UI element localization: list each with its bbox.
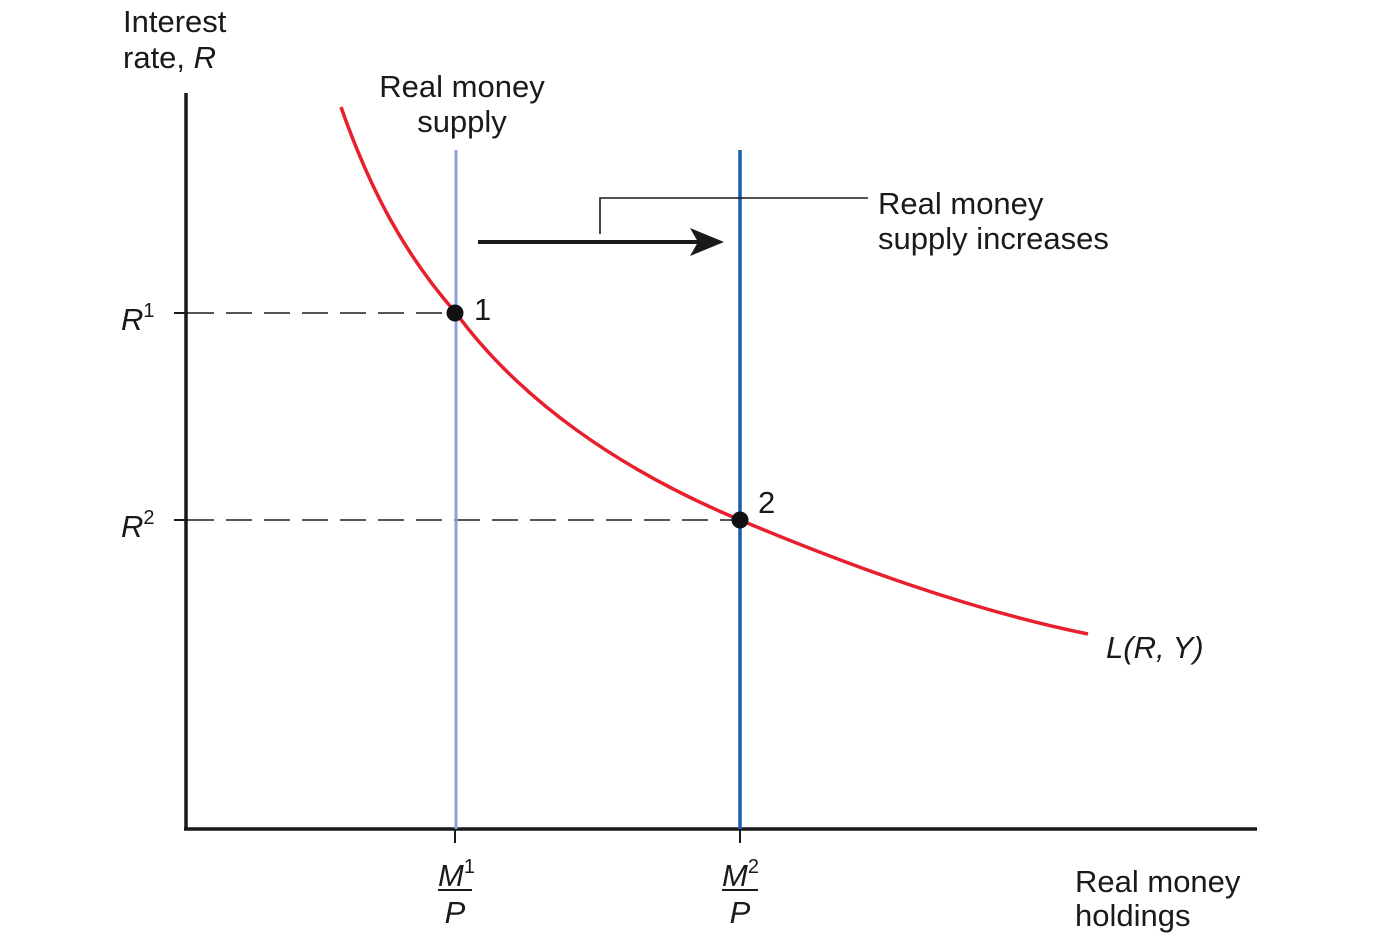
x-tick-label-m1-den: P bbox=[445, 895, 466, 930]
m1-sup: 1 bbox=[464, 856, 475, 878]
supply-label-line2: supply bbox=[417, 104, 507, 139]
point-label-1: 1 bbox=[474, 292, 491, 327]
m1-base: M bbox=[438, 858, 464, 893]
x-tick-label-m1-num: M1 bbox=[438, 856, 475, 893]
y-axis-label-line2: rate, R bbox=[123, 40, 216, 75]
m2-base: M bbox=[722, 858, 748, 893]
r2-base: R bbox=[121, 509, 143, 544]
point-label-2: 2 bbox=[758, 485, 775, 520]
r1-sup: 1 bbox=[143, 300, 154, 322]
equilibrium-point-1 bbox=[446, 304, 464, 322]
shift-arrow-head bbox=[690, 228, 724, 256]
supply-label-line1: Real money bbox=[379, 69, 545, 104]
x-tick-label-m2-den: P bbox=[730, 895, 751, 930]
shift-label-line2: supply increases bbox=[878, 221, 1109, 256]
money-demand-curve bbox=[339, 106, 1089, 636]
equilibrium-point-2 bbox=[731, 511, 749, 529]
y-axis-label-line1: Interest bbox=[123, 4, 227, 39]
demand-curve-label: L(R, Y) bbox=[1106, 630, 1204, 665]
m2-sup: 2 bbox=[748, 856, 759, 878]
y-tick-label-r2: R2 bbox=[121, 507, 155, 544]
shift-label-line1: Real money bbox=[878, 186, 1044, 221]
r2-sup: 2 bbox=[143, 507, 154, 529]
shift-callout-leader bbox=[599, 197, 868, 234]
y-axis-label-var: R bbox=[194, 40, 216, 75]
y-tick-label-r1: R1 bbox=[121, 300, 155, 337]
x-axis-label-line1: Real money bbox=[1075, 864, 1241, 899]
y-axis-label-prefix: rate, bbox=[123, 40, 194, 75]
r1-base: R bbox=[121, 302, 143, 337]
x-axis-label-line2: holdings bbox=[1075, 898, 1190, 933]
x-tick-label-m2-num: M2 bbox=[722, 856, 759, 893]
